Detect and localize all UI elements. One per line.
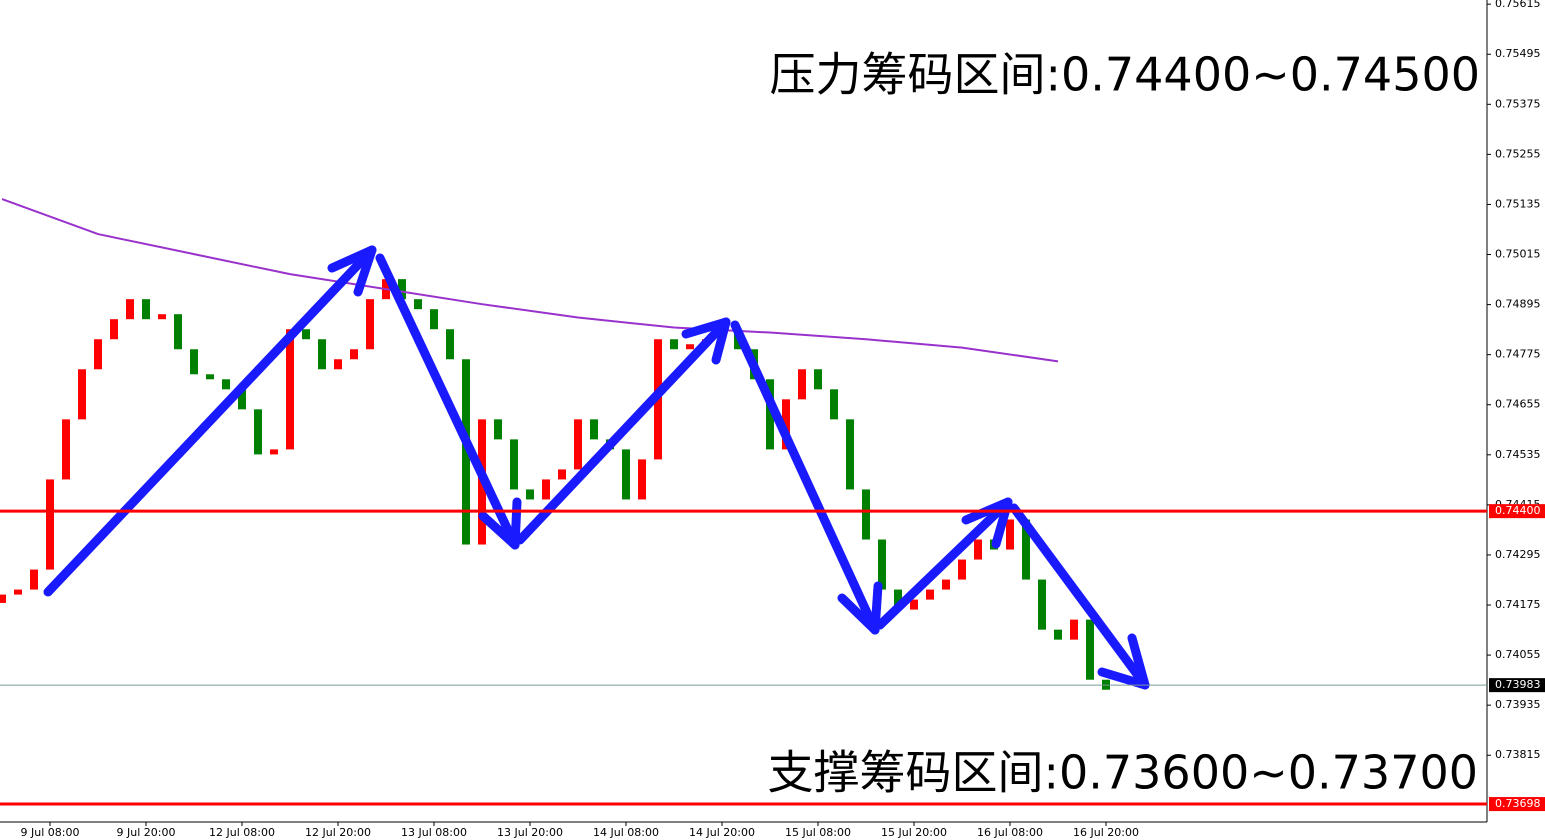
candle <box>270 449 278 455</box>
candle <box>206 374 214 380</box>
x-tick-label: 16 Jul 20:00 <box>1073 826 1139 839</box>
candle <box>142 299 150 320</box>
candle <box>1038 579 1046 630</box>
candle <box>1054 629 1062 640</box>
candle <box>78 369 86 420</box>
y-tick-label: 0.74295 <box>1495 548 1541 561</box>
candle <box>254 409 262 455</box>
candle <box>238 389 246 410</box>
candle <box>334 359 342 370</box>
price-level-label: 0.73983 <box>1495 678 1541 691</box>
x-tick-label: 15 Jul 08:00 <box>785 826 851 839</box>
candle <box>910 599 918 610</box>
x-tick-label: 9 Jul 20:00 <box>117 826 176 839</box>
candle <box>926 589 934 600</box>
x-tick-label: 13 Jul 20:00 <box>497 826 563 839</box>
candle <box>894 589 902 610</box>
candle <box>14 589 22 595</box>
candle <box>1070 619 1078 640</box>
candle <box>174 314 182 350</box>
candle <box>846 419 854 490</box>
candle <box>494 419 502 440</box>
candle <box>446 329 454 360</box>
candle <box>1086 619 1094 680</box>
candle <box>766 379 774 450</box>
candle <box>158 314 166 320</box>
candle <box>222 379 230 390</box>
y-tick-label: 0.74895 <box>1495 298 1541 311</box>
candle <box>366 299 374 350</box>
y-tick-label: 0.75015 <box>1495 248 1541 261</box>
y-tick-label: 0.75135 <box>1495 197 1541 210</box>
candle <box>830 389 838 420</box>
candle <box>350 349 358 360</box>
candle <box>526 489 534 500</box>
x-tick-label: 16 Jul 08:00 <box>977 826 1043 839</box>
price-level-label: 0.73698 <box>1495 797 1541 810</box>
candle <box>110 319 118 340</box>
support-annotation: 支撑筹码区间:0.73600~0.73700 <box>768 746 1478 800</box>
candle <box>0 594 6 603</box>
x-tick-label: 9 Jul 08:00 <box>21 826 80 839</box>
candle <box>190 349 198 375</box>
candle <box>126 299 134 320</box>
price-level-tag <box>1489 678 1545 693</box>
y-tick-label: 0.75615 <box>1495 0 1541 10</box>
candle <box>878 539 886 590</box>
x-tick-label: 13 Jul 08:00 <box>401 826 467 839</box>
candle <box>414 299 422 310</box>
candle <box>286 329 294 450</box>
candle <box>814 369 822 390</box>
y-tick-label: 0.73935 <box>1495 698 1541 711</box>
candle <box>542 479 550 500</box>
y-tick-label: 0.75375 <box>1495 97 1541 110</box>
candle <box>510 439 518 490</box>
candle <box>558 469 566 480</box>
y-tick-label: 0.73815 <box>1495 748 1541 761</box>
trend-arrows <box>43 245 1150 690</box>
resistance-annotation: 压力筹码区间:0.74400~0.74500 <box>770 48 1480 102</box>
candle <box>94 339 102 370</box>
candle <box>318 339 326 370</box>
y-tick-label: 0.74535 <box>1495 448 1541 461</box>
candle <box>398 279 406 300</box>
price-level-tag <box>1489 797 1545 812</box>
y-tick-label: 0.74775 <box>1495 348 1541 361</box>
candle <box>1006 519 1014 550</box>
x-tick-label: 12 Jul 20:00 <box>305 826 371 839</box>
candle <box>462 359 470 545</box>
candle <box>638 459 646 500</box>
moving-average <box>1 198 1059 363</box>
price-level-tag <box>1489 504 1545 519</box>
x-tick-label: 14 Jul 20:00 <box>689 826 755 839</box>
candle <box>62 419 70 480</box>
candle <box>942 579 950 590</box>
candle <box>46 479 54 570</box>
y-tick-label: 0.74055 <box>1495 648 1541 661</box>
y-tick-label: 0.74175 <box>1495 598 1541 611</box>
y-tick-label: 0.74655 <box>1495 398 1541 411</box>
candle <box>590 419 598 440</box>
candle <box>782 399 790 450</box>
candle <box>622 449 630 500</box>
candle <box>574 419 582 470</box>
candle <box>430 309 438 330</box>
candle <box>1022 519 1030 580</box>
x-tick-label: 12 Jul 08:00 <box>209 826 275 839</box>
candle <box>686 344 694 350</box>
x-tick-label: 15 Jul 20:00 <box>881 826 947 839</box>
y-tick-label: 0.75495 <box>1495 47 1541 60</box>
x-tick-label: 14 Jul 08:00 <box>593 826 659 839</box>
candle <box>862 489 870 540</box>
price-level-label: 0.74400 <box>1495 504 1541 517</box>
candle <box>974 539 982 560</box>
candle <box>798 369 806 400</box>
candle <box>302 329 310 340</box>
candle <box>958 559 966 580</box>
y-tick-label: 0.75255 <box>1495 147 1541 160</box>
candle <box>670 339 678 350</box>
candle <box>30 569 38 590</box>
